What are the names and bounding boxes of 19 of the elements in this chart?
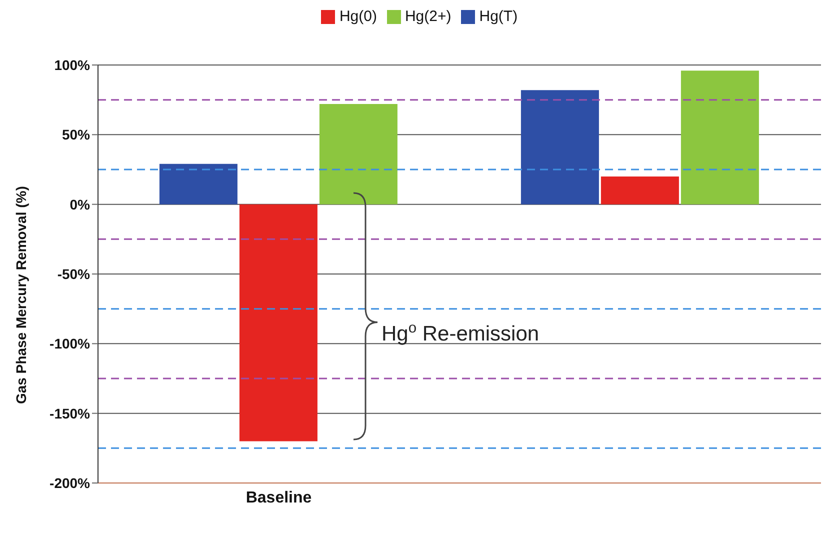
bar xyxy=(319,104,398,204)
bar xyxy=(680,70,759,204)
bar xyxy=(159,164,238,204)
y-axis-title: Gas Phase Mercury Removal (%) xyxy=(12,186,29,404)
legend-label: Hg(T) xyxy=(479,8,518,25)
y-tick-label: -150% xyxy=(50,405,91,422)
y-tick-label: -200% xyxy=(50,474,91,491)
legend-label: Hg(2+) xyxy=(404,8,452,25)
legend-label: Hg(0) xyxy=(339,8,377,25)
y-tick-label: -100% xyxy=(50,336,91,352)
y-tick-label: 50% xyxy=(62,126,91,143)
y-tick-label: 0% xyxy=(70,196,91,212)
x-tick-label: Baseline xyxy=(246,489,312,506)
y-tick-label: -50% xyxy=(57,266,91,282)
bar xyxy=(520,90,599,204)
annotation: Hg$^{o}$ Re-emission xyxy=(382,320,540,346)
y-tick-label: 100% xyxy=(54,56,91,73)
bar xyxy=(239,204,318,442)
bar xyxy=(600,176,679,204)
